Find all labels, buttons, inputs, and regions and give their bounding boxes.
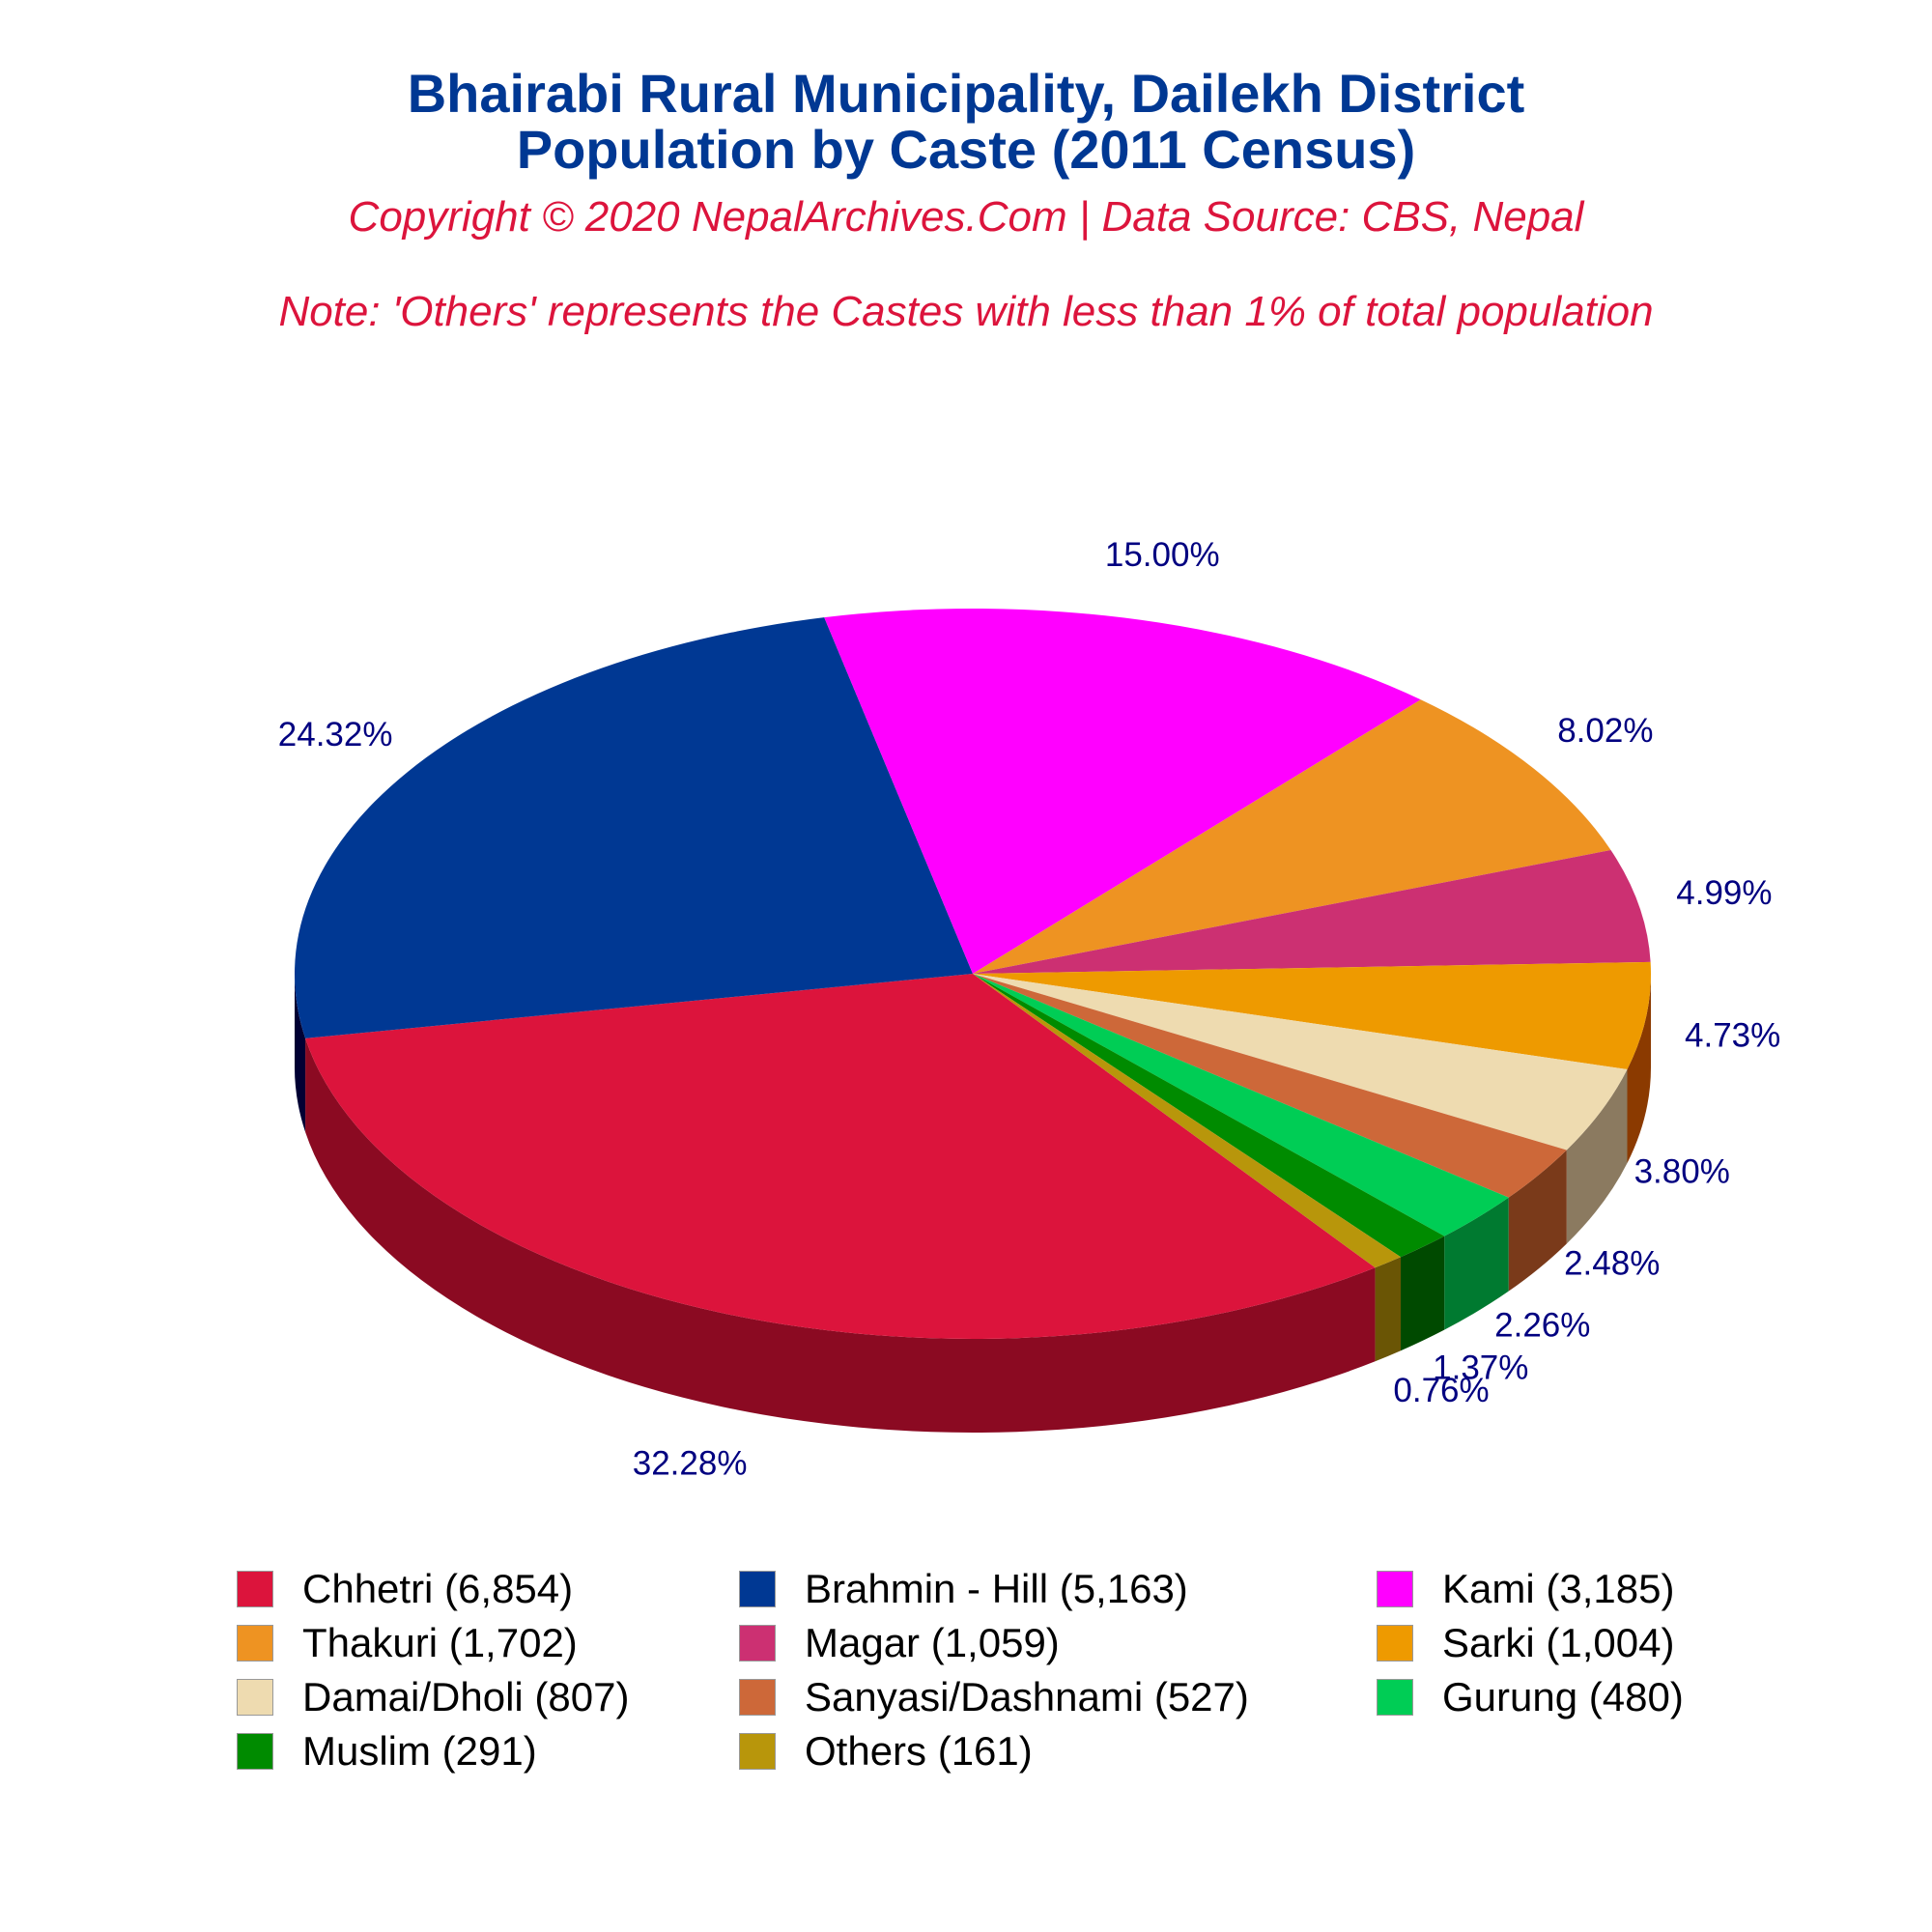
legend-label: Others (161) — [805, 1728, 1033, 1774]
chart-title-line1: Bhairabi Rural Municipality, Dailekh Dis… — [407, 63, 1525, 124]
pct-label-3: 8.02% — [1557, 712, 1653, 750]
pct-label-7: 2.48% — [1564, 1244, 1660, 1282]
legend-swatch — [1377, 1679, 1413, 1716]
legend-swatch — [739, 1679, 776, 1716]
legend-label: Magar (1,059) — [805, 1620, 1060, 1665]
legend-label: Sanyasi/Dashnami (527) — [805, 1674, 1249, 1719]
legend-item: Sarki (1,004) — [1377, 1617, 1674, 1669]
legend-swatch — [237, 1571, 273, 1607]
legend-label: Kami (3,185) — [1442, 1566, 1675, 1611]
legend-item: Muslim (291) — [237, 1725, 537, 1777]
legend-label: Damai/Dholi (807) — [302, 1674, 630, 1719]
legend-swatch — [1377, 1625, 1413, 1662]
legend-swatch — [237, 1679, 273, 1716]
pct-label-6: 3.80% — [1634, 1152, 1730, 1190]
legend-item: Magar (1,059) — [739, 1617, 1060, 1669]
pie-side-9 — [1401, 1236, 1445, 1351]
legend-item: Brahmin - Hill (5,163) — [739, 1563, 1188, 1615]
legend-item: Thakuri (1,702) — [237, 1617, 578, 1669]
pie-slice-4 — [973, 849, 1651, 974]
pct-label-0: 32.28% — [633, 1444, 748, 1482]
legend-label: Sarki (1,004) — [1442, 1620, 1675, 1665]
legend-swatch — [739, 1571, 776, 1607]
legend-swatch — [739, 1625, 776, 1662]
legend-item: Gurung (480) — [1377, 1671, 1684, 1723]
pie-slice-7 — [973, 974, 1567, 1198]
note-text: Note: 'Others' represents the Castes wit… — [278, 288, 1654, 335]
legend-swatch — [739, 1733, 776, 1770]
legend-swatch — [1377, 1571, 1413, 1607]
pie-side-5 — [1627, 974, 1651, 1163]
pie-side-1 — [295, 974, 306, 1132]
pie-slice-8 — [973, 974, 1509, 1236]
legend-label: Muslim (291) — [302, 1728, 537, 1774]
pct-label-5: 4.73% — [1685, 1016, 1780, 1054]
pct-label-2: 15.00% — [1105, 536, 1220, 574]
pie-side-8 — [1444, 1197, 1509, 1330]
pie-slice-10 — [973, 974, 1402, 1268]
legend-label: Chhetri (6,854) — [302, 1566, 574, 1611]
pct-label-8: 2.26% — [1494, 1307, 1590, 1345]
chart-title-line2: Population by Caste (2011 Census) — [516, 119, 1416, 180]
pie-side-0 — [305, 1037, 1376, 1433]
pct-label-10: 0.76% — [1393, 1372, 1489, 1409]
legend-item: Sanyasi/Dashnami (527) — [739, 1671, 1249, 1723]
legend-label: Gurung (480) — [1442, 1674, 1684, 1719]
legend-item: Damai/Dholi (807) — [237, 1671, 629, 1723]
pct-label-9: 1.37% — [1433, 1350, 1528, 1387]
copyright-text: Copyright © 2020 NepalArchives.Com | Dat… — [348, 193, 1584, 241]
legend-swatch — [237, 1733, 273, 1770]
pie-slice-1 — [295, 617, 973, 1038]
legend-item: Others (161) — [739, 1725, 1033, 1777]
pie-slice-3 — [973, 699, 1611, 974]
legend-item: Kami (3,185) — [1377, 1563, 1674, 1615]
pie-slice-5 — [973, 961, 1651, 1069]
pie-side-10 — [1375, 1257, 1402, 1362]
legend-label: Brahmin - Hill (5,163) — [805, 1566, 1188, 1611]
pie-slice-2 — [824, 608, 1421, 974]
pie-slice-6 — [973, 974, 1628, 1151]
pct-label-4: 4.99% — [1676, 874, 1772, 912]
pie-slice-9 — [973, 974, 1445, 1258]
pct-label-1: 24.32% — [278, 716, 393, 753]
pie-chart: 32.28% 24.32% 15.00% 8.02% 4.99% 4.73% 3.80% 2.… — [278, 536, 1780, 1482]
pie-side-6 — [1566, 1068, 1628, 1244]
legend-label: Thakuri (1,702) — [302, 1620, 578, 1665]
legend-item: Chhetri (6,854) — [237, 1563, 573, 1615]
pie-slice-0 — [305, 974, 1376, 1339]
pie-side-7 — [1508, 1150, 1567, 1292]
legend-swatch — [237, 1625, 273, 1662]
